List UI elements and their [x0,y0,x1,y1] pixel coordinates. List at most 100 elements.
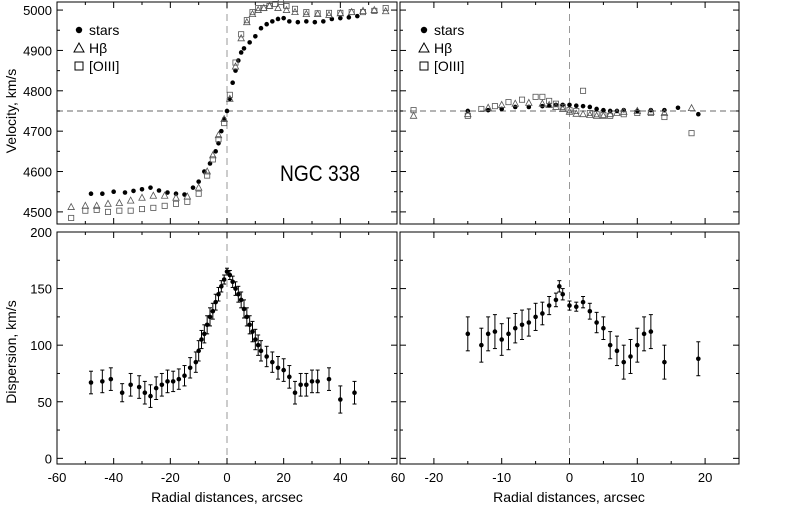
data-point-star [601,325,606,331]
data-point-hbeta [687,103,696,112]
data-point-star [287,374,292,380]
data-point-hbeta [274,3,282,11]
data-point-star [594,106,599,112]
data-point-hbeta [370,5,379,13]
data-point-hbeta [67,202,76,210]
data-point-star [567,102,572,108]
chart-panel-top-right [399,1,740,225]
data-point-hbeta [606,109,615,118]
data-point-hbeta [220,114,229,122]
y-tick-label: 4500 [23,205,52,220]
data-point-star [580,299,586,305]
data-point-oiii [243,17,250,24]
data-point-hbeta [579,109,587,118]
data-point-hbeta [538,99,547,107]
data-point-oiii [226,91,233,98]
data-point-hbeta [225,94,234,102]
legend-right: stars Hβ [OIII] [418,22,464,74]
data-point-star [557,284,562,289]
data-point-oiii [539,93,546,100]
data-point-oiii [382,5,389,12]
data-point-oiii [249,9,256,16]
data-point-star [165,379,170,384]
data-point-star [153,385,159,391]
data-point-oiii [184,198,191,205]
data-point-star [199,337,204,342]
data-point-oiii [116,207,123,214]
data-point-hbeta [92,201,101,209]
data-point-oiii [260,5,267,12]
x-tick-label: 0 [566,470,573,485]
legend-oiii-label: [OIII] [89,58,119,74]
data-point-hbeta [599,111,608,119]
x-tick-label: -10 [492,470,511,485]
data-point-hbeta [313,9,322,18]
data-point-star [136,384,142,390]
data-point-star [614,348,620,354]
data-point-oiii [209,156,216,163]
data-point-hbeta [302,9,311,18]
data-point-star [304,382,309,388]
data-point-star [230,80,235,86]
data-point-hbeta [545,100,554,108]
data-point-star [546,303,552,308]
x-tick-label: -40 [104,470,123,485]
data-point-star [512,104,518,110]
data-point-star [187,365,193,371]
data-point-star [519,322,525,328]
data-point-star [182,373,187,379]
data-point-hbeta [282,5,291,13]
data-point-oiii [277,0,284,5]
data-point-star [100,379,105,384]
data-point-hbeta [126,196,135,204]
data-point-hbeta [194,183,203,191]
data-point-star [485,331,491,337]
data-point-oiii [221,120,228,127]
data-point-star [216,291,221,297]
y-tick-label: 4600 [23,165,52,180]
data-point-star [355,13,360,19]
data-point-star [119,390,125,396]
data-point-oiii [593,111,600,118]
data-point-oiii [337,9,344,16]
data-point-star [479,342,484,348]
y-tick-label: 5000 [23,3,52,18]
data-point-hbeta [565,107,574,115]
data-point-star [304,19,309,24]
data-point-oiii [580,87,587,94]
legend-stars-label: stars [434,22,464,38]
data-point-star [641,331,647,337]
data-point-star [233,286,238,291]
data-point-star [281,367,286,373]
data-point-star [601,107,606,113]
data-point-hbeta [115,198,124,206]
data-point-star [492,329,498,334]
x-tick-label: 60 [391,470,405,485]
legend-hbeta-label: Hβ [434,40,452,56]
data-point-oiii [532,93,539,100]
data-point-star [553,297,559,303]
chart-panel-bottom-right: -20 -10 0 10 20 [399,231,740,485]
y-tick-label: 150 [30,282,52,297]
data-point-oiii [371,7,378,14]
data-point-oiii [464,112,471,119]
data-point-star [346,15,352,20]
data-point-star [270,19,275,24]
data-point-star [512,325,518,331]
data-point-star [506,331,511,337]
data-point-hbeta [484,103,493,111]
data-point-star [696,111,701,117]
data-point-star [165,190,170,195]
data-point-star [465,331,471,337]
data-point-oiii [68,214,75,221]
data-point-oiii [688,130,695,137]
data-point-hbeta [138,193,146,201]
legend-oiii-marker [74,61,84,71]
data-point-oiii [232,59,239,66]
data-point-star [202,331,207,337]
data-point-star [298,382,303,388]
data-point-star [247,40,252,45]
data-point-oiii [566,107,573,114]
data-point-star [567,303,572,308]
